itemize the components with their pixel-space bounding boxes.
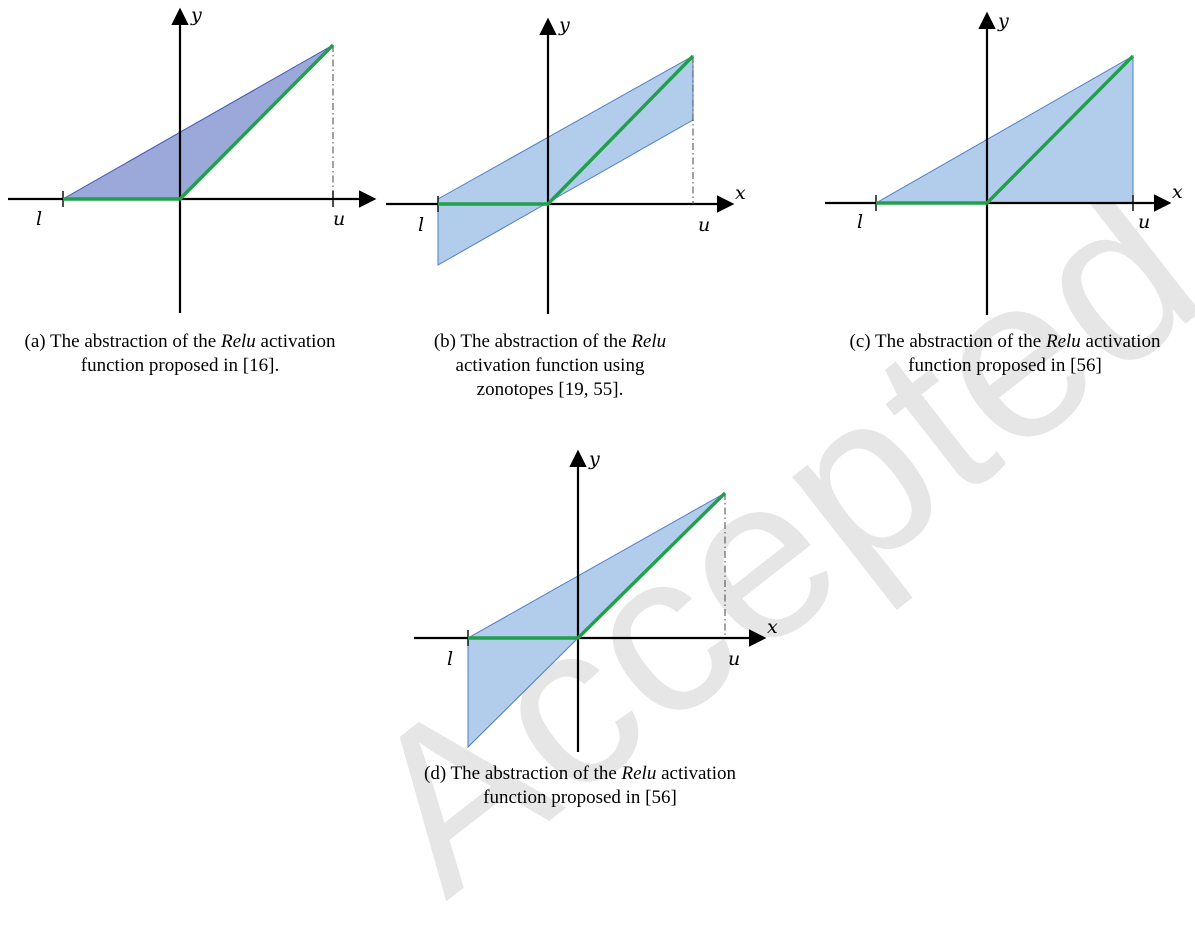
panel-b: y x l u (b) The abstraction of the Relu … bbox=[380, 0, 780, 400]
panel-d: y x l u (d) The abstraction of the Relu … bbox=[400, 440, 800, 820]
relaxation-region bbox=[874, 55, 1134, 204]
relu-term: Relu bbox=[220, 331, 256, 352]
relu-term: Relu bbox=[621, 763, 657, 784]
panel-b-diagram bbox=[386, 17, 735, 314]
upper-bound-label: u bbox=[728, 648, 741, 670]
y-axis-label: y bbox=[191, 4, 202, 26]
relu-curve bbox=[63, 43, 335, 201]
caption-a: (a) The abstraction of the Relu activati… bbox=[24, 331, 336, 376]
caption-b: (b) The abstraction of the Relu activati… bbox=[433, 331, 667, 400]
relu-term: Relu bbox=[1045, 331, 1081, 352]
panel-a: y l u (a) The abstraction of the Relu ac… bbox=[0, 0, 390, 390]
y-axis-label: y bbox=[998, 10, 1009, 32]
y-axis-label: y bbox=[589, 448, 600, 470]
relu-curve bbox=[468, 491, 727, 640]
upper-bound-label: u bbox=[698, 214, 711, 236]
panel-c-diagram bbox=[825, 11, 1172, 315]
lower-bound-label: l bbox=[857, 211, 864, 233]
panel-a-diagram bbox=[8, 7, 377, 313]
panel-d-diagram bbox=[414, 449, 767, 752]
caption-c: (c) The abstraction of the Relu activati… bbox=[849, 331, 1161, 376]
figure: y l u (a) The abstraction of the Relu ac… bbox=[0, 0, 1195, 820]
x-axis-label: x bbox=[767, 616, 778, 638]
panel-c: y x l u (c) The abstraction of the Relu … bbox=[815, 0, 1195, 400]
y-axis-label: y bbox=[559, 14, 570, 36]
lower-bound-label: l bbox=[447, 648, 454, 670]
lower-bound-label: l bbox=[36, 208, 43, 230]
zonotope-region bbox=[437, 55, 694, 266]
relu-curve bbox=[876, 54, 1135, 205]
relaxation-region bbox=[61, 44, 334, 200]
upper-bound-label: u bbox=[1138, 211, 1151, 233]
x-axis-label: x bbox=[735, 182, 746, 204]
x-axis-label: x bbox=[1172, 181, 1183, 203]
relu-term: Relu bbox=[631, 331, 667, 352]
upper-bound-label: u bbox=[333, 208, 346, 230]
lower-bound-label: l bbox=[418, 214, 425, 236]
relu-curve bbox=[438, 54, 695, 206]
caption-d: (d) The abstraction of the Relu activati… bbox=[424, 763, 736, 808]
